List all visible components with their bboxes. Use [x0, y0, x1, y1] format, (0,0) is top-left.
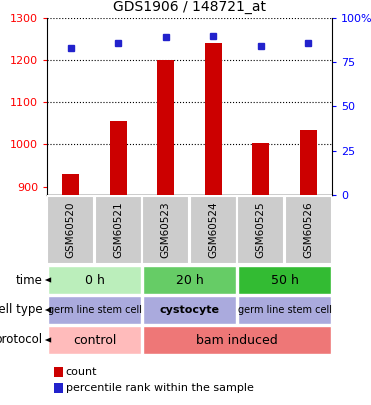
Text: 50 h: 50 h	[270, 273, 298, 286]
Bar	[143, 296, 236, 324]
Text: 0 h: 0 h	[85, 273, 105, 286]
Text: 20 h: 20 h	[175, 273, 203, 286]
Bar	[300, 130, 316, 195]
Bar	[285, 196, 332, 264]
Bar	[95, 196, 142, 264]
Bar	[157, 60, 174, 195]
Text: time: time	[16, 273, 43, 286]
Bar	[48, 266, 141, 294]
Text: bam induced: bam induced	[196, 333, 278, 347]
Bar	[143, 266, 236, 294]
Text: protocol: protocol	[0, 333, 43, 347]
Text: GSM60524: GSM60524	[208, 202, 218, 258]
Title: GDS1906 / 148721_at: GDS1906 / 148721_at	[113, 0, 266, 14]
Bar	[48, 296, 141, 324]
Bar	[110, 121, 127, 195]
Text: cystocyte: cystocyte	[160, 305, 220, 315]
Text: percentile rank within the sample: percentile rank within the sample	[66, 383, 253, 393]
Bar	[252, 143, 269, 195]
Bar	[143, 326, 331, 354]
Text: count: count	[66, 367, 97, 377]
Text: germ line stem cell: germ line stem cell	[47, 305, 141, 315]
Bar	[62, 174, 79, 195]
Text: GSM60520: GSM60520	[66, 202, 76, 258]
Text: GSM60523: GSM60523	[161, 202, 171, 258]
Bar	[190, 196, 237, 264]
Text: GSM60521: GSM60521	[113, 202, 123, 258]
Bar	[238, 296, 331, 324]
Text: cell type: cell type	[0, 303, 43, 316]
Bar	[205, 43, 221, 195]
Bar	[48, 326, 141, 354]
Text: GSM60526: GSM60526	[303, 202, 313, 258]
Text: germ line stem cell: germ line stem cell	[237, 305, 332, 315]
Bar	[238, 266, 331, 294]
Bar	[142, 196, 189, 264]
Bar	[237, 196, 284, 264]
Bar	[47, 196, 94, 264]
Text: control: control	[73, 333, 116, 347]
Text: GSM60525: GSM60525	[256, 202, 266, 258]
